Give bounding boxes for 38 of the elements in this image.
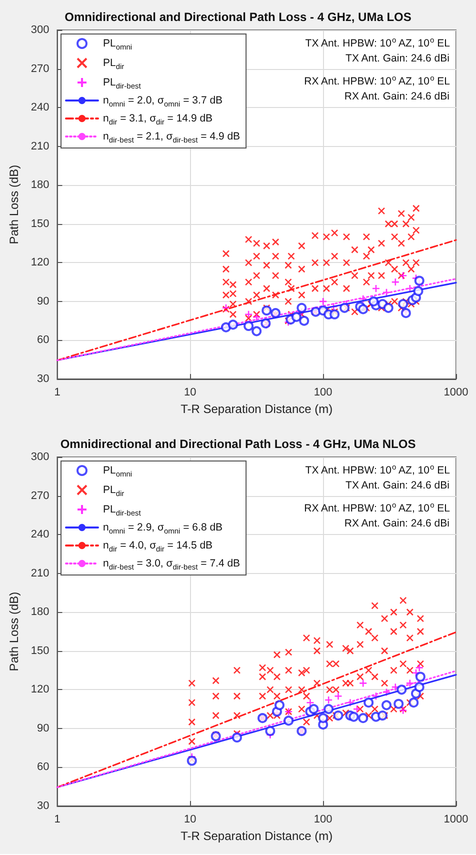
x-tick-label: 100 <box>314 814 332 826</box>
x-tick-label: 1 <box>54 814 60 826</box>
y-tick-label: 270 <box>30 490 50 502</box>
y-tick-label: 90 <box>37 295 50 308</box>
x-tick-label: 1000 <box>444 386 468 398</box>
y-tick-label: 30 <box>37 800 50 812</box>
x-tick-label: 10 <box>184 386 196 398</box>
annotation: TX Ant. Gain: 24.6 dBi <box>346 480 450 492</box>
chart-title: Omnidirectional and Directional Path Loss - 4 GHz, UMa LOS <box>64 10 412 24</box>
x-tick-label: 1000 <box>444 814 468 826</box>
y-tick-label: 180 <box>30 179 50 192</box>
y-tick-label: 60 <box>37 761 50 774</box>
y-tick-label: 120 <box>30 256 50 269</box>
y-tick-label: 150 <box>30 218 50 230</box>
x-tick-label: 10 <box>184 814 196 826</box>
y-axis-title: Path Loss (dB) <box>7 164 21 244</box>
annotation: RX Ant. Gain: 24.6 dBi <box>344 518 450 530</box>
y-tick-label: 120 <box>30 684 50 696</box>
y-tick-label: 210 <box>30 140 50 152</box>
y-tick-label: 60 <box>37 334 50 346</box>
x-axis-title: T-R Separation Distance (m) <box>180 402 333 416</box>
y-tick-label: 270 <box>30 62 50 75</box>
y-tick-label: 90 <box>37 722 50 734</box>
y-tick-label: 240 <box>30 528 50 541</box>
y-tick-label: 150 <box>30 644 50 657</box>
y-tick-label: 300 <box>30 451 50 463</box>
y-tick-label: 240 <box>30 102 50 114</box>
y-tick-label: 300 <box>30 24 50 36</box>
y-tick-label: 30 <box>37 373 50 385</box>
annotation: RX Ant. Gain: 24.6 dBi <box>344 90 450 102</box>
x-tick-label: 100 <box>314 386 332 398</box>
annotation: TX Ant. Gain: 24.6 dBi <box>346 52 450 64</box>
x-tick-label: 1 <box>54 386 60 398</box>
y-tick-label: 210 <box>30 567 50 580</box>
chart-title: Omnidirectional and Directional Path Loss - 4 GHz, UMa NLOS <box>60 437 416 451</box>
y-tick-label: 180 <box>30 606 50 618</box>
y-axis-title: Path Loss (dB) <box>7 592 21 672</box>
x-axis-title: T-R Separation Distance (m) <box>180 828 333 843</box>
